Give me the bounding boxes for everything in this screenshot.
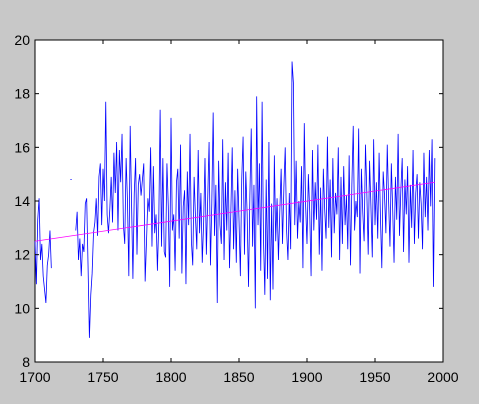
x-tick-label: 1700 [19, 369, 50, 385]
y-tick-label: 16 [14, 139, 30, 155]
y-tick-label: 18 [14, 86, 30, 102]
y-tick-label: 20 [14, 32, 30, 48]
y-tick-label: 14 [14, 193, 30, 209]
data-line [34, 61, 436, 338]
x-tick-label: 1950 [359, 369, 390, 385]
x-tick-label: 1850 [223, 369, 254, 385]
x-tick-label: 2000 [427, 369, 458, 385]
x-tick-label: 1750 [87, 369, 118, 385]
y-tick-label: 10 [14, 300, 30, 316]
data-line [34, 181, 435, 242]
y-tick-label: 12 [14, 247, 30, 263]
y-tick-label: 8 [22, 354, 30, 370]
x-tick-label: 1800 [155, 369, 186, 385]
x-tick-label: 1900 [291, 369, 322, 385]
